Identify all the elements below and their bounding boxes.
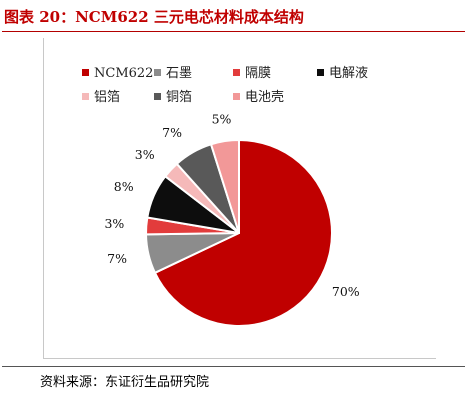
source-note: 资料来源：东证衍生品研究院 [40, 375, 210, 390]
legend-6-swatch [154, 93, 161, 100]
footer-divider [2, 366, 465, 367]
pie-labels: 70% 7% 3% 8% 3% 7% 5% [104, 111, 359, 298]
legend-7-label: 电池壳 [245, 90, 284, 105]
chart-frame [43, 38, 436, 359]
legend-4-label: 电解液 [329, 66, 368, 81]
legend-4-swatch [317, 69, 324, 76]
legend-5-swatch [82, 93, 89, 100]
data-label-3: 3% [104, 216, 124, 231]
legend-1-label: NCM622 [94, 66, 153, 81]
legend-1-swatch [82, 69, 89, 76]
chart-title: 图表 20：NCM622 三元电芯材料成本结构 [4, 8, 304, 26]
data-label-2: 7% [107, 251, 127, 266]
data-label-6: 7% [162, 125, 182, 140]
data-label-1: 70% [332, 284, 360, 299]
pie-slices [145, 139, 333, 327]
slice-7 [210, 139, 240, 234]
legend-2-label: 石墨 [166, 66, 192, 81]
data-label-7: 5% [212, 111, 232, 126]
data-label-5: 3% [135, 147, 155, 162]
legend-3-label: 隔膜 [245, 66, 271, 81]
title-divider [2, 31, 465, 32]
legend-6-label: 铜箔 [166, 89, 192, 105]
data-label-4: 8% [114, 179, 134, 194]
legend-7-swatch [233, 93, 240, 100]
legend-3-swatch [233, 69, 240, 76]
legend-5-label: 铝箔 [94, 89, 120, 105]
legend-2-swatch [154, 69, 161, 76]
slice-1 [153, 139, 333, 327]
